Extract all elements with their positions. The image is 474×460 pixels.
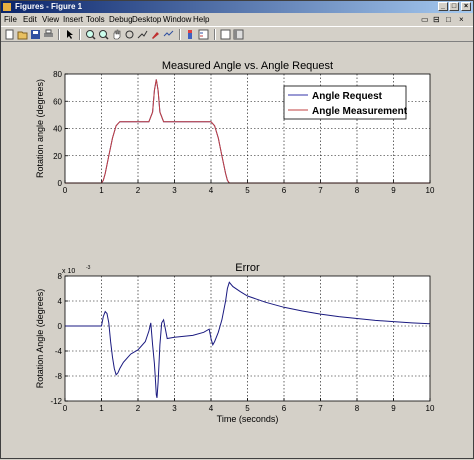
y-tick-label: -8 <box>55 372 63 381</box>
figure-canvas: 0 1 2 3 4 5 6 7 8 9 10 0 20 40 60 80 Measured Angle vs. … <box>2 43 472 457</box>
x-tick-label: 3 <box>172 186 177 195</box>
x-tick-label: 2 <box>136 186 141 195</box>
menu-bar: File Edit View Insert Tools Debug Deskto… <box>1 13 473 26</box>
save-icon[interactable] <box>30 29 41 40</box>
tile-icon[interactable]: ⊟ <box>433 15 440 24</box>
minimize-button[interactable]: _ <box>438 2 448 11</box>
x-tick-label: 1 <box>99 404 104 413</box>
y-tick-label: -4 <box>55 347 63 356</box>
x-tick-label: 1 <box>99 186 104 195</box>
x-tick-label: 8 <box>355 404 360 413</box>
matlab-figure-icon <box>3 3 11 11</box>
x-tick-label: 0 <box>63 404 68 413</box>
x-tick-label: 10 <box>426 186 435 195</box>
y-tick-label: 4 <box>58 297 63 306</box>
restore-icon[interactable]: □ <box>446 15 451 24</box>
y-tick-label: -12 <box>50 397 62 406</box>
toolbar-separator <box>79 29 81 40</box>
x-tick-label: 2 <box>136 404 141 413</box>
brush-icon[interactable] <box>150 29 161 40</box>
x-tick-label: 6 <box>282 186 287 195</box>
toolbar <box>1 26 473 42</box>
plot-area[interactable] <box>65 276 430 401</box>
close-button[interactable]: × <box>461 2 471 11</box>
menu-debug[interactable]: Debug <box>109 15 133 24</box>
axes-frame <box>64 275 431 402</box>
chart-title: Measured Angle vs. Angle Request <box>162 60 333 72</box>
y-tick-label: 8 <box>58 272 63 281</box>
y-tick-label: 60 <box>53 97 62 106</box>
x-tick-label: 8 <box>355 186 360 195</box>
y-tick-label: 0 <box>58 179 63 188</box>
print-icon[interactable] <box>43 29 54 40</box>
zoom-in-icon[interactable] <box>85 29 96 40</box>
colorbar-icon[interactable] <box>185 29 196 40</box>
y-tick-label: 20 <box>53 152 62 161</box>
legend-label: Angle Measurement <box>312 106 408 117</box>
x-tick-label: 7 <box>318 186 323 195</box>
x-tick-label: 3 <box>172 404 177 413</box>
legend-label: Angle Request <box>312 91 383 102</box>
zoom-out-icon[interactable] <box>98 29 109 40</box>
axis-multiplier-exponent: -3 <box>86 265 91 271</box>
open-file-icon[interactable] <box>17 29 28 40</box>
x-tick-label: 7 <box>318 404 323 413</box>
y-axis-label: Rotation angle (degrees) <box>35 79 45 178</box>
menu-window[interactable]: Window <box>163 15 192 24</box>
y-axis-label: Rotation Angle (degrees) <box>35 289 45 389</box>
title-bar: Figures - Figure 1 _ □ × <box>1 1 473 13</box>
axes-frame <box>64 73 431 184</box>
x-axis-label: Time (seconds) <box>217 414 279 424</box>
series-line-error <box>65 281 431 399</box>
x-tick-label: 9 <box>391 186 396 195</box>
menu-help[interactable]: Help <box>193 15 210 24</box>
rotate-3d-icon[interactable] <box>124 29 135 40</box>
axis-multiplier: x 10 <box>62 268 75 275</box>
x-tick-label: 0 <box>63 186 68 195</box>
menu-edit[interactable]: Edit <box>23 15 37 24</box>
toolbar-separator <box>214 29 216 40</box>
data-cursor-icon[interactable] <box>137 29 148 40</box>
close-figure-icon[interactable]: × <box>459 15 464 24</box>
legend-box[interactable] <box>283 85 407 120</box>
menu-view[interactable]: View <box>42 15 60 24</box>
link-plot-icon[interactable] <box>163 29 174 40</box>
x-tick-label: 4 <box>209 404 214 413</box>
x-tick-label: 4 <box>209 186 214 195</box>
toolbar-separator <box>58 29 60 40</box>
maximize-button[interactable]: □ <box>449 2 459 11</box>
y-tick-label: 80 <box>53 70 62 79</box>
menu-insert[interactable]: Insert <box>63 15 84 24</box>
x-tick-label: 6 <box>282 404 287 413</box>
menu-desktop[interactable]: Desktop <box>132 15 162 24</box>
hide-plot-tools-icon[interactable] <box>220 29 231 40</box>
new-file-icon[interactable] <box>4 29 15 40</box>
legend-icon[interactable] <box>198 29 209 40</box>
series-line-angle-measurement <box>65 79 430 184</box>
pan-hand-icon[interactable] <box>111 29 122 40</box>
window-title: Figures - Figure 1 <box>15 2 83 11</box>
show-plot-tools-icon[interactable] <box>233 29 244 40</box>
x-tick-label: 10 <box>426 404 435 413</box>
x-tick-label: 5 <box>245 404 250 413</box>
toolbar-separator <box>179 29 181 40</box>
x-tick-label: 9 <box>391 404 396 413</box>
menu-tools[interactable]: Tools <box>86 15 105 24</box>
y-tick-label: 0 <box>58 322 63 331</box>
y-tick-label: 40 <box>53 125 62 134</box>
x-tick-label: 5 <box>245 186 250 195</box>
dock-icon[interactable]: ▭ <box>421 15 429 24</box>
edit-plot-arrow-icon[interactable] <box>64 29 75 40</box>
chart-title: Error <box>235 262 260 274</box>
menu-file[interactable]: File <box>4 15 17 24</box>
